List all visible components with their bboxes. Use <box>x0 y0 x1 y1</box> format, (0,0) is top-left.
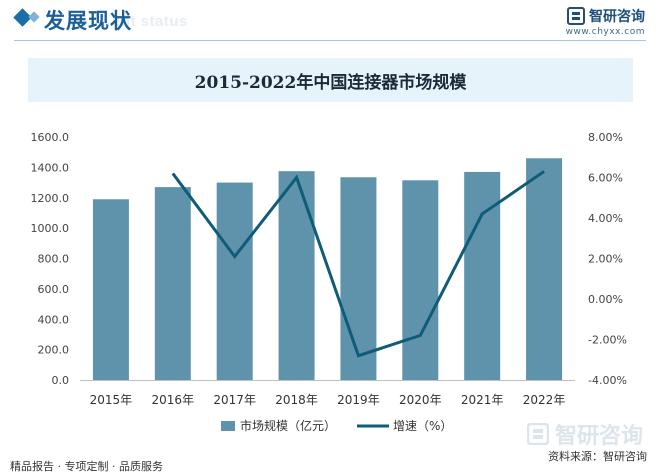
x-tick-label: 2017年 <box>213 393 256 407</box>
y-right-tick-label: -4.00% <box>588 374 627 387</box>
x-tick-label: 2015年 <box>90 393 133 407</box>
header-ghost-text: ent status <box>112 13 188 30</box>
bar <box>526 158 563 380</box>
x-tick-label: 2019年 <box>337 393 380 407</box>
y-right-tick-label: 6.00% <box>588 172 623 185</box>
footer-tagline: 精品报告 · 专项定制 · 品质服务 <box>10 460 163 473</box>
chart-title: 2015-2022年中国连接器市场规模 <box>194 73 467 93</box>
y-right-tick-label: 8.00% <box>588 131 623 144</box>
watermark-logo-icon <box>526 423 549 445</box>
y-left-tick-label: 1600.0 <box>31 131 70 144</box>
y-left-tick-label: 400.0 <box>38 313 70 326</box>
x-tick-label: 2020年 <box>399 393 442 407</box>
section-title: 发展现状 <box>44 8 132 33</box>
bar <box>278 171 315 380</box>
brand-url: www.chyxx.com <box>565 27 645 37</box>
x-tick-label: 2022年 <box>523 393 566 407</box>
brand-block: 智研咨询 www.chyxx.com <box>566 6 645 37</box>
watermark-logo-text: 智研咨询 <box>554 424 643 449</box>
y-right-tick-label: 4.00% <box>588 212 623 225</box>
page-footer: 精品报告 · 专项定制 · 品质服务 资料来源：智研咨询 <box>0 448 661 476</box>
y-left-tick-label: 0.0 <box>52 374 70 387</box>
source-note: 资料来源：智研咨询 <box>548 450 647 463</box>
brand-logo-icon <box>567 7 585 25</box>
y-left-tick-label: 1000.0 <box>31 222 70 235</box>
bar <box>92 199 129 380</box>
y-left-tick-label: 1200.0 <box>31 192 70 205</box>
y-right-tick-label: -2.00% <box>588 334 627 347</box>
bar <box>402 180 439 380</box>
watermark-logo: 智研咨询 <box>526 418 643 450</box>
legend-bar-label: 市场规模（亿元） <box>240 418 336 433</box>
y-left-tick-label: 1400.0 <box>31 161 70 174</box>
y-left-tick-label: 800.0 <box>38 253 70 266</box>
chart-title-band: 2015-2022年中国连接器市场规模 <box>28 58 633 102</box>
legend-bar-swatch <box>221 421 235 431</box>
y-right-tick-label: 0.00% <box>588 293 623 306</box>
brand-name: 智研咨询 <box>589 9 645 25</box>
y-left-tick-label: 600.0 <box>38 283 70 296</box>
bar <box>464 171 501 380</box>
y-left-tick-label: 200.0 <box>38 344 70 357</box>
x-tick-label: 2018年 <box>275 393 318 407</box>
y-right-tick-label: 2.00% <box>588 253 623 266</box>
growth-rate-line <box>171 170 545 358</box>
bar <box>340 177 377 380</box>
bar <box>154 187 191 380</box>
header-divider <box>14 40 646 41</box>
page-header: ent status 发展现状 智研咨询 www.chyxx.com <box>0 0 661 44</box>
x-tick-label: 2021年 <box>461 393 504 407</box>
legend-line-label: 增速（%） <box>393 419 452 433</box>
x-tick-label: 2016年 <box>152 393 195 407</box>
bar <box>216 182 253 380</box>
